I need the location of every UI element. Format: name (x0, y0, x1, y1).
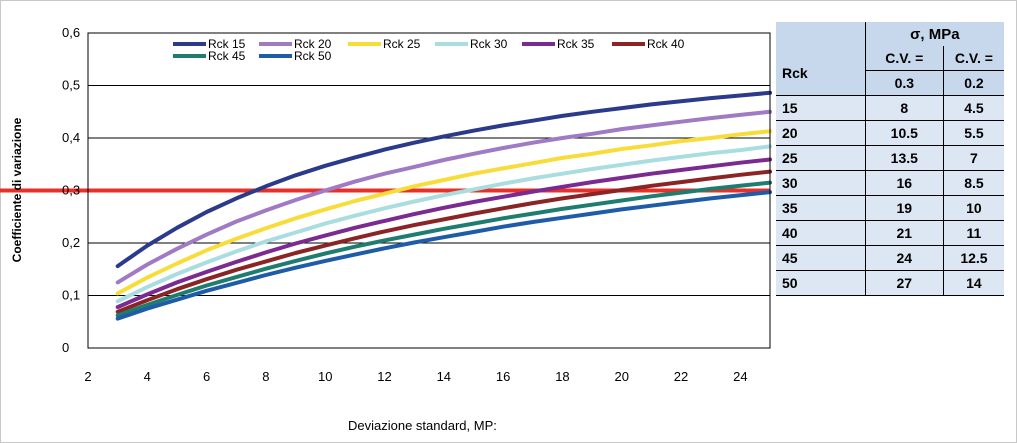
series-line-rck-15 (115, 90, 772, 269)
rck-cell: 15 (776, 95, 866, 121)
y-tick-labels: 0 0,1 0,2 0,3 0,4 0,5 0,6 (62, 25, 80, 355)
table-subheader-row-1: Rck C.V. = C.V. = (776, 46, 1004, 96)
sigma-cv03-cell: 24 (864, 245, 944, 271)
series-line-rck-45 (115, 180, 772, 318)
series-line-rck-20 (115, 109, 772, 285)
x-tick-label: 20 (615, 369, 629, 384)
table-subheader-row-2: 0.3 0.2 (776, 70, 1004, 96)
series-line-rck-35 (115, 157, 772, 310)
line-chart: 00,10,20,30,40,50,6 2 4 6 8 10 12 14 16 18 20 22 24… (0, 25, 772, 384)
y-tick-label: 0,6 (62, 25, 80, 40)
sigma-table: σ, MPa Rck C.V. = C.V. = 0.3 0.2 15 8 4.5 2… (776, 22, 1004, 296)
y-tick-label: 0,2 (62, 235, 80, 250)
y-tick-label: 0,1 (62, 288, 80, 303)
plot-area-border (87, 32, 771, 349)
legend-box (166, 37, 694, 64)
sigma-cv03-cell: 21 (864, 220, 944, 246)
y-tick-label: 0,3 (62, 183, 80, 198)
x-tick-label: 18 (555, 369, 569, 384)
rck-cell: 20 (776, 120, 866, 146)
x-tick-label: 10 (318, 369, 332, 384)
rck-cell: 25 (776, 145, 866, 171)
y-tick-label: 0,5 (62, 78, 80, 93)
legend-label: Rck 15 (208, 37, 246, 51)
x-tick-label: 8 (262, 369, 269, 384)
x-tick-label: 24 (733, 369, 747, 384)
table-row: 15 8 4.5 (776, 95, 1004, 121)
x-tick-label: 14 (437, 369, 451, 384)
x-axis-label: Deviazione standard, MP: (348, 418, 497, 433)
series-line-rck-40 (115, 169, 772, 314)
table-row: 35 19 10 (776, 195, 1004, 221)
rck-cell: 40 (776, 220, 866, 246)
cv-value-2: 0.2 (942, 70, 1004, 96)
header-blank-cell (776, 22, 866, 46)
sigma-cv02-cell: 12.5 (942, 245, 1004, 271)
sigma-cv03-cell: 13.5 (864, 145, 944, 171)
legend-label: Rck 20 (294, 37, 332, 51)
y-tick-label: 0 (62, 340, 69, 355)
legend-label: Rck 50 (294, 49, 332, 63)
legend-label: Rck 25 (383, 37, 421, 51)
x-tick-label: 12 (377, 369, 391, 384)
rck-cell: 35 (776, 195, 866, 221)
sigma-cv03-cell: 8 (864, 95, 944, 121)
table-row: 50 27 14 (776, 270, 1004, 296)
rck-cell: 50 (776, 270, 866, 296)
sigma-cv03-cell: 19 (864, 195, 944, 221)
cv-label-1: C.V. = (864, 46, 944, 71)
sigma-cv02-cell: 14 (942, 270, 1004, 296)
table-row: 30 16 8.5 (776, 170, 1004, 196)
sigma-cv03-cell: 27 (864, 270, 944, 296)
table-row: 25 13.5 7 (776, 145, 1004, 171)
legend-label: Rck 45 (208, 49, 246, 63)
rck-cell: 45 (776, 245, 866, 271)
series-layer (115, 90, 772, 321)
cv-label-2: C.V. = (942, 46, 1004, 71)
sigma-cv02-cell: 11 (942, 220, 1004, 246)
table-header-row: σ, MPa (776, 22, 1004, 46)
y-axis-label: Coefficiente di variazione (10, 117, 24, 262)
x-tick-label: 2 (84, 369, 91, 384)
sigma-cv03-cell: 10.5 (864, 120, 944, 146)
series-line-rck-50 (115, 190, 772, 321)
sigma-header: σ, MPa (864, 22, 1004, 46)
table-row: 45 24 12.5 (776, 245, 1004, 271)
x-tick-labels: 2 4 6 8 10 12 14 16 18 20 22 24 (84, 369, 747, 384)
cv-value-1: 0.3 (864, 70, 944, 96)
sigma-cv02-cell: 10 (942, 195, 1004, 221)
rck-cell: 30 (776, 170, 866, 196)
sigma-cv02-cell: 7 (942, 145, 1004, 171)
y-tick-label: 0,4 (62, 130, 80, 145)
sigma-cv02-cell: 5.5 (942, 120, 1004, 146)
sigma-cv03-cell: 16 (864, 170, 944, 196)
rck-header: Rck (776, 46, 866, 96)
x-tick-label: 22 (674, 369, 688, 384)
legend-label: Rck 40 (647, 37, 685, 51)
sigma-cv02-cell: 4.5 (942, 95, 1004, 121)
x-tick-label: 16 (496, 369, 510, 384)
legend: Rck 15 Rck 20 Rck 25 Rck 30 Rck 35 Rck 40 Rck … (166, 37, 694, 64)
table-row: 20 10.5 5.5 (776, 120, 1004, 146)
legend-label: Rck 35 (557, 37, 595, 51)
x-tick-label: 6 (203, 369, 210, 384)
x-tick-label: 4 (144, 369, 151, 384)
sigma-cv02-cell: 8.5 (942, 170, 1004, 196)
table-row: 40 21 11 (776, 220, 1004, 246)
legend-label: Rck 30 (470, 37, 508, 51)
series-line-rck-30 (115, 144, 772, 304)
series-line-rck-25 (115, 129, 772, 296)
